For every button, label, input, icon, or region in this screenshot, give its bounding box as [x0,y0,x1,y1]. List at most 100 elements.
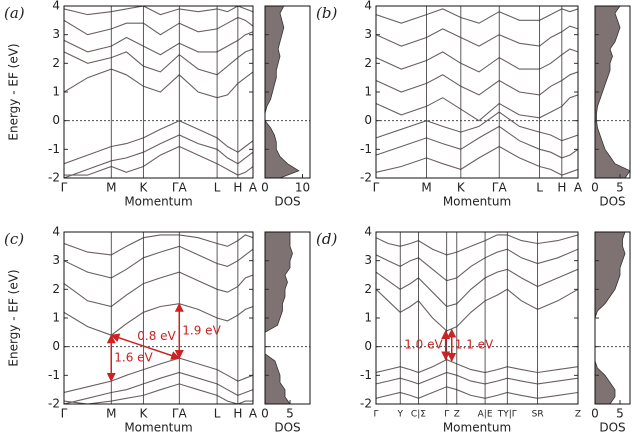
y-axis-label: Energy - EF (eV) [7,269,21,366]
plot-area [376,8,578,176]
plot-area [64,234,253,404]
y-axis-label: Energy - EF (eV) [7,43,21,140]
y-tick-label: 0 [364,113,372,127]
x-tick-label: K [139,407,148,421]
x-tick-label: M [106,407,116,421]
dos-area [595,6,630,178]
band [64,383,253,404]
band [64,48,253,76]
x-tick-label: A|E [478,410,493,420]
y-tick-label: 0 [52,339,60,353]
band [376,8,578,24]
x-tick-label: K [457,181,466,195]
band [376,111,578,142]
gap-label: 1.0 eV [404,338,443,352]
gap-label: 1.9 eV [182,323,221,337]
y-tick-label: 3 [52,27,60,41]
x-tick-label: L [214,181,221,195]
y-tick-label: 2 [52,282,60,296]
panel-label: (d) [316,230,337,248]
axes-frame [63,5,254,179]
x-tick-label: Γ [61,181,68,195]
y-tick-label: 3 [364,253,372,267]
plot-area [595,232,626,404]
panel-label: (a) [4,4,25,22]
x-axis-label: Momentum [124,195,192,209]
x-axis-label: Momentum [443,421,511,435]
band [376,386,578,399]
axes-frame [375,5,579,179]
x-tick-label: Γ [61,407,68,421]
x-tick-label: 5 [616,181,624,195]
x-tick-label: ΓA [492,181,508,195]
y-tick-label: 2 [52,56,60,70]
x-axis-label: DOS [599,421,625,435]
band [64,271,253,308]
y-tick-label: 0 [364,339,372,353]
x-axis-label: Momentum [443,195,511,209]
plot-area [376,234,578,399]
band [64,234,253,256]
axes-frame [264,5,311,179]
band [64,16,253,36]
y-tick-label: 1 [52,311,60,325]
x-axis-label: DOS [274,421,300,435]
y-tick-label: 3 [52,253,60,267]
plot-area [265,6,300,178]
y-tick-label: 4 [52,0,60,13]
x-tick-label: Y [396,410,403,420]
axes-frame [63,231,254,405]
x-tick-label: 5 [286,407,294,421]
band [376,125,578,159]
x-tick-label: C|Σ [411,410,426,420]
band [376,48,578,73]
x-axis-label: Momentum [124,421,192,435]
y-tick-label: -2 [360,171,372,185]
plot-area [265,232,293,404]
band [64,245,253,279]
band [376,94,578,122]
dos-area [265,232,293,404]
y-tick-label: 3 [364,27,372,41]
y-tick-label: -1 [48,142,60,156]
panel-label: (c) [4,230,24,248]
plot-area [64,6,253,178]
band [376,248,578,282]
band [64,31,253,56]
band [64,145,253,176]
x-tick-label: TY|Γ [497,410,517,420]
x-tick-label: H [233,407,242,421]
x-tick-label: 10 [295,181,310,195]
x-tick-label: A [249,181,258,195]
gap-label: 0.8 eV [137,329,176,343]
y-tick-label: -2 [48,171,60,185]
x-tick-label: Γ [373,410,378,420]
x-tick-label: L [536,181,543,195]
x-axis-label: DOS [274,195,300,209]
band [376,234,578,256]
y-tick-label: 1 [364,311,372,325]
y-tick-label: 4 [364,0,372,13]
gap-label: 1.6 eV [114,351,153,365]
y-tick-label: -2 [360,397,372,411]
dos-area [595,232,626,404]
x-axis-label: DOS [599,195,625,209]
panel-label: (b) [316,4,337,22]
x-tick-label: SR [532,410,544,420]
band [376,358,578,374]
x-tick-label: L [214,407,221,421]
x-tick-label: K [139,181,148,195]
dos-area [265,6,300,178]
y-tick-label: -1 [360,368,372,382]
band [64,6,253,16]
plot-area [595,6,630,178]
y-tick-label: 4 [52,225,60,239]
band [376,25,578,47]
axes-frame [375,231,579,405]
x-tick-label: M [106,181,116,195]
x-tick-label: ΓA [172,407,188,421]
x-tick-label: A [574,181,583,195]
axes-frame [264,231,311,405]
y-tick-label: 4 [364,225,372,239]
